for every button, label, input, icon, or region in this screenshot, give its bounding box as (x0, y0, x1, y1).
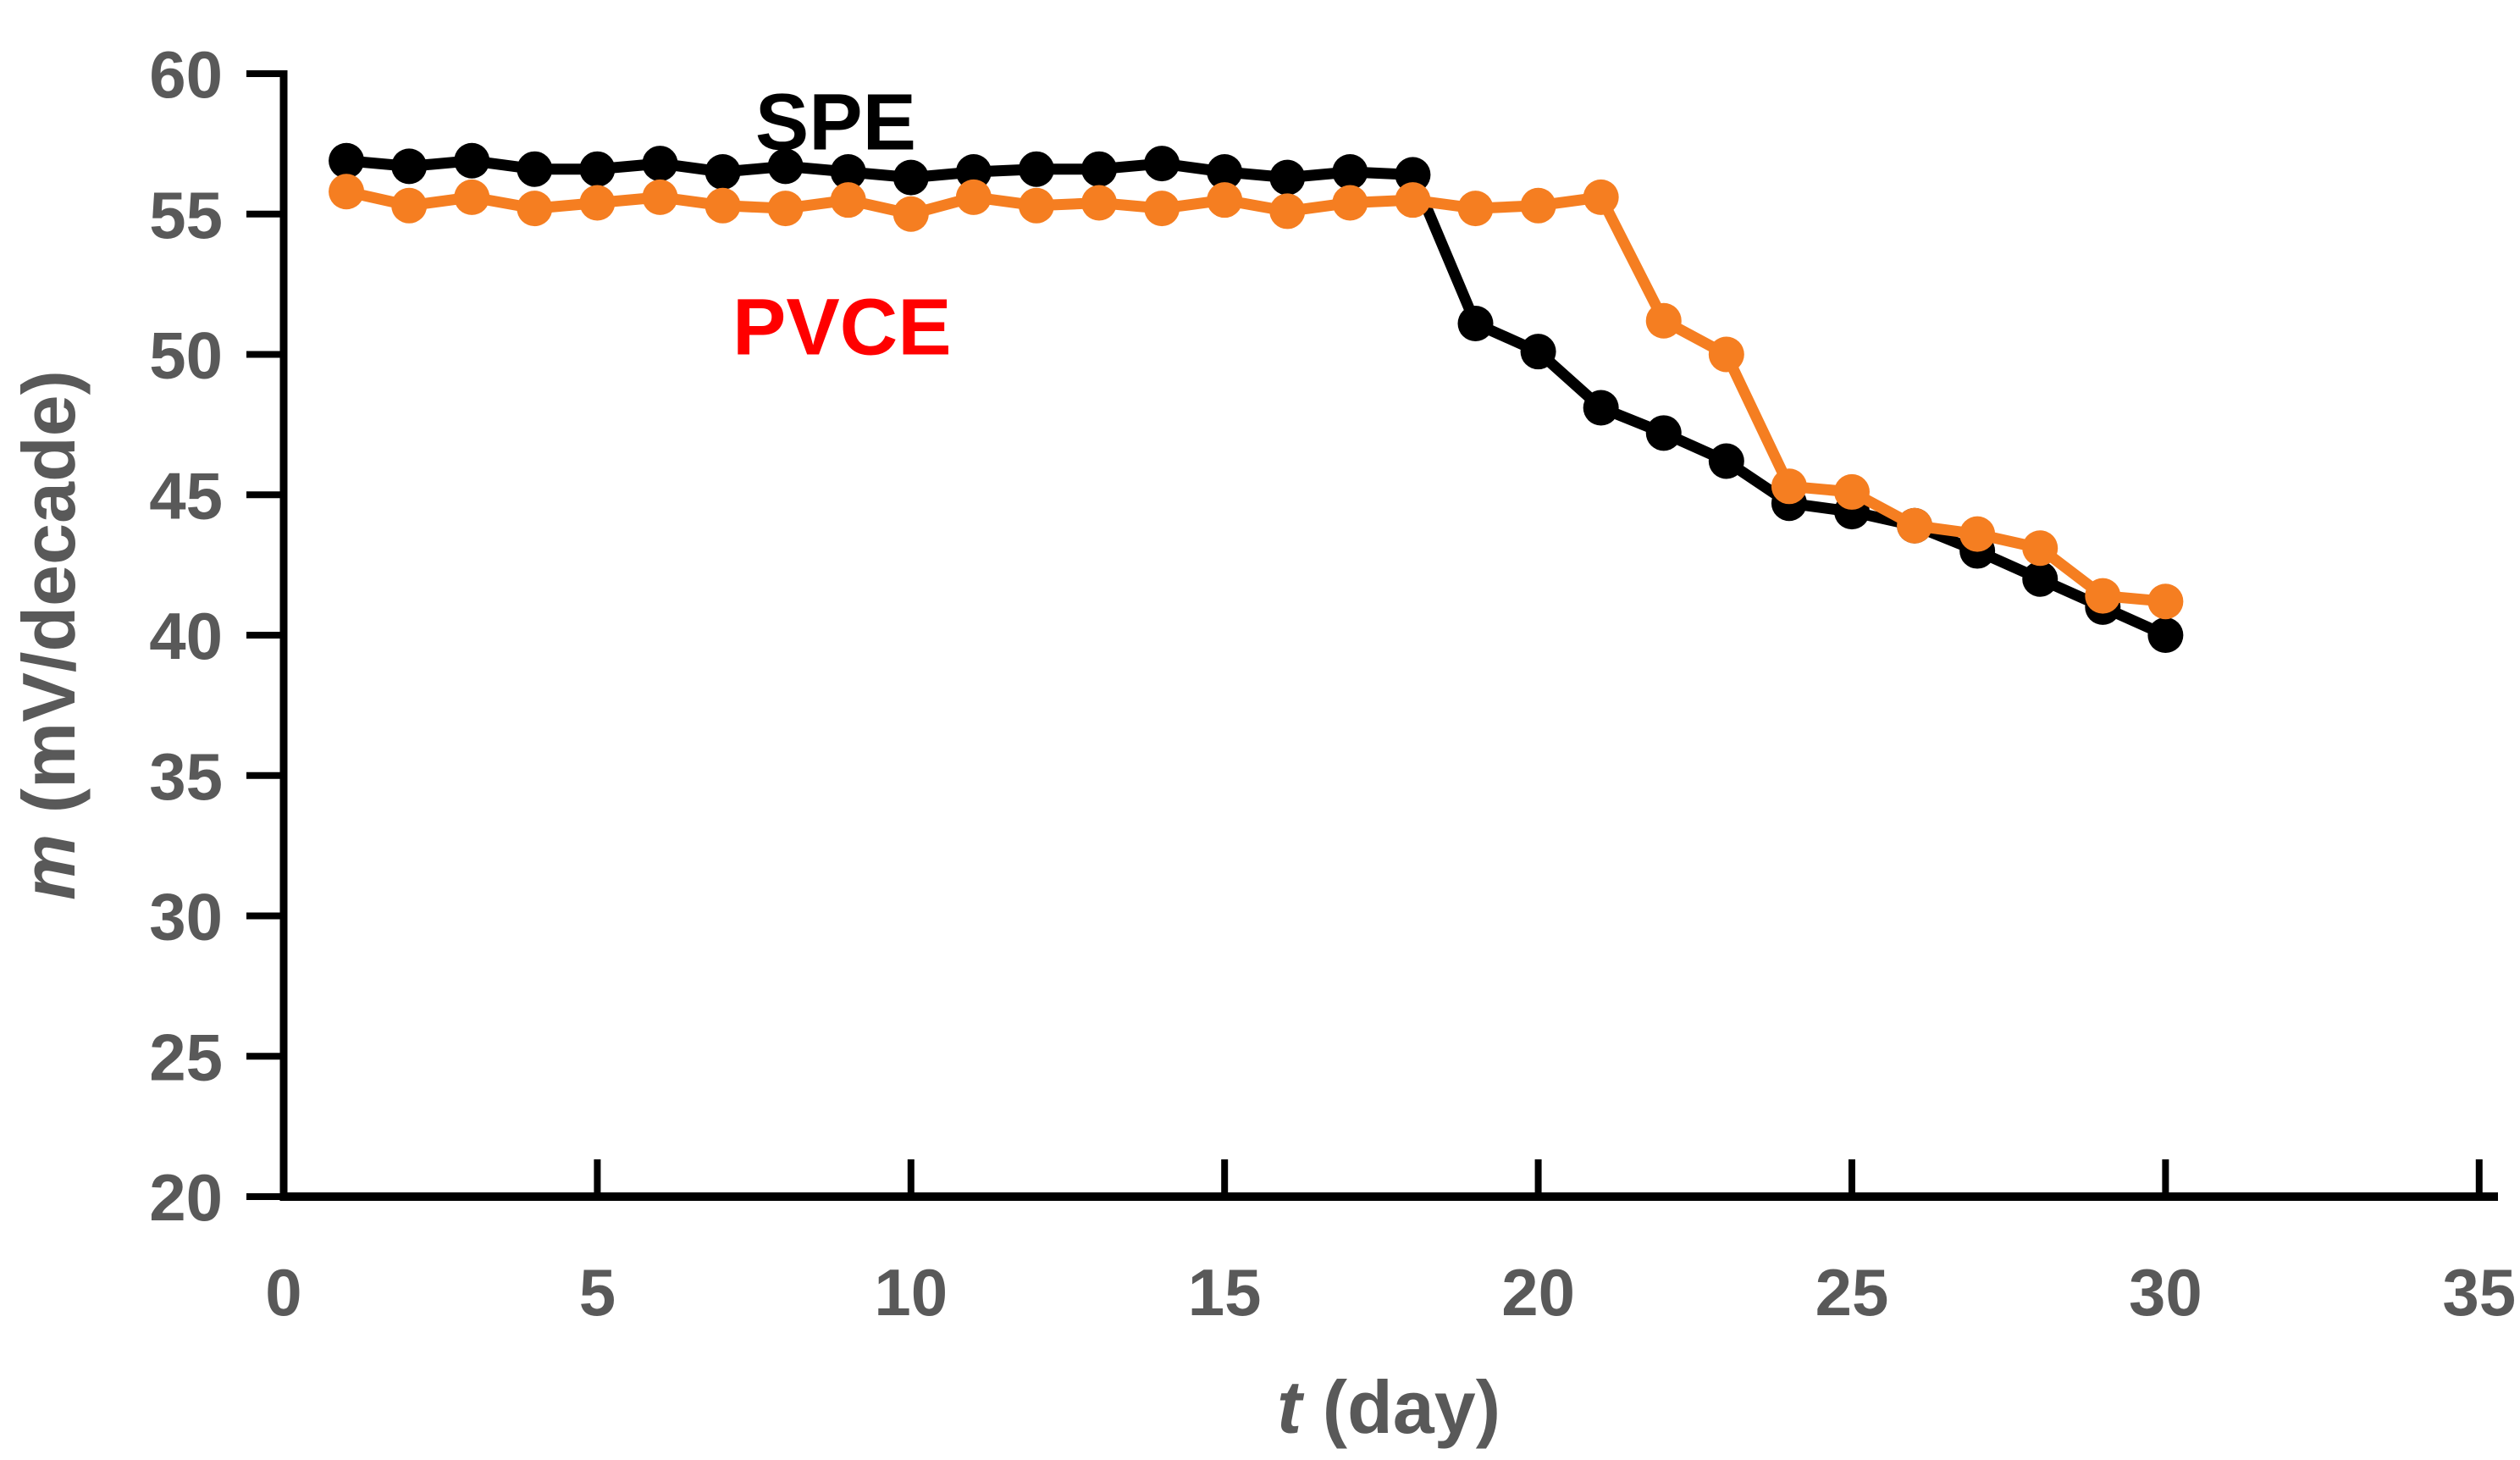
pvce-marker-day-15 (1207, 182, 1243, 218)
spe-marker-day-12 (1018, 151, 1054, 187)
pvce-marker-day-14 (1144, 191, 1180, 227)
x-axis-ticks: 0 5 10 15 20 25 30 35 (265, 1159, 2516, 1330)
x-tick-label-25: 25 (1815, 1255, 1889, 1330)
spe-marker-day-9 (830, 154, 866, 191)
pvce-marker-day-2 (391, 187, 428, 224)
pvce-line (340, 185, 2171, 607)
x-tick-label-35: 35 (2442, 1255, 2516, 1330)
pvce-marker-day-27 (1959, 516, 1996, 552)
pvce-marker-day-16 (1269, 193, 1306, 230)
pvce-marker-day-8 (767, 191, 804, 227)
spe-marker-day-4 (517, 151, 553, 187)
spe-marker-day-14 (1144, 146, 1180, 182)
pvce-marker-day-26 (1897, 507, 1933, 544)
x-tick-label-30: 30 (2129, 1255, 2202, 1330)
y-tick-label-20: 20 (149, 1160, 223, 1235)
spe-line (340, 155, 2171, 641)
y-tick-label-25: 25 (149, 1020, 223, 1094)
y-tick-label-40: 40 (149, 599, 223, 673)
spe-marker-day-15 (1207, 154, 1243, 191)
pvce-marker-day-22 (1645, 302, 1682, 339)
spe-marker-day-6 (642, 146, 678, 182)
pvce-marker-day-5 (579, 185, 616, 221)
spe-marker-day-16 (1269, 159, 1306, 196)
x-tick-label-5: 5 (579, 1255, 616, 1330)
y-axis-ticks: 20 25 30 35 40 45 50 55 60 (149, 37, 284, 1235)
pvce-marker-day-1 (329, 174, 365, 210)
pvce-marker-day-24 (1771, 468, 1807, 505)
y-tick-label-45: 45 (149, 458, 223, 533)
pvce-marker-day-28 (2022, 530, 2059, 567)
spe-marker-day-5 (579, 151, 616, 187)
x-tick-label-10: 10 (874, 1255, 948, 1330)
pvce-marker-day-23 (1708, 336, 1744, 373)
spe-marker-day-10 (892, 159, 929, 196)
y-axis-title-unit: (mV/decade) (7, 370, 91, 834)
y-tick-label-55: 55 (149, 178, 223, 252)
pvce-marker-day-7 (705, 187, 741, 224)
spe-marker-day-3 (454, 142, 490, 179)
pvce-marker-day-29 (2085, 578, 2121, 614)
data-series (329, 142, 2184, 653)
spe-marker-day-30 (2147, 617, 2184, 653)
pvce-marker-day-11 (955, 179, 992, 215)
pvce-marker-day-17 (1332, 185, 1368, 221)
x-axis-title-unit: (day) (1301, 1365, 1500, 1449)
pvce-series-label: PVCE (732, 282, 952, 372)
pvce-marker-day-20 (1520, 187, 1556, 224)
spe-marker-day-28 (2022, 561, 2059, 597)
spe-marker-day-17 (1332, 154, 1368, 191)
x-axis-title-variable: t (1277, 1365, 1305, 1449)
series-annotations: SPE PVCE (732, 77, 952, 372)
pvce-marker-day-4 (517, 191, 553, 227)
spe-marker-day-22 (1645, 415, 1682, 451)
x-tick-label-0: 0 (265, 1255, 301, 1330)
spe-marker-day-13 (1081, 151, 1118, 187)
pvce-marker-day-18 (1395, 182, 1431, 218)
y-tick-label-30: 30 (149, 880, 223, 954)
spe-marker-day-19 (1457, 306, 1494, 342)
spe-marker-day-18 (1395, 157, 1431, 193)
pvce-marker-day-12 (1018, 187, 1054, 224)
spe-marker-day-21 (1583, 390, 1619, 426)
spe-marker-day-7 (705, 154, 741, 191)
spe-series-label: SPE (755, 77, 916, 167)
pvce-marker-day-9 (830, 182, 866, 218)
pvce-marker-day-30 (2147, 583, 2184, 620)
pvce-marker-day-3 (454, 179, 490, 215)
spe-marker-day-1 (329, 142, 365, 179)
spe-marker-day-2 (391, 148, 428, 185)
pvce-marker-day-19 (1457, 191, 1494, 227)
y-tick-label-35: 35 (149, 739, 223, 814)
y-axis-title: m (mV/decade) (7, 370, 91, 900)
x-axis-title: t (day) (1277, 1365, 1500, 1449)
pvce-marker-day-10 (892, 196, 929, 232)
spe-marker-day-23 (1708, 443, 1744, 479)
x-tick-label-20: 20 (1501, 1255, 1575, 1330)
spe-marker-day-11 (955, 154, 992, 191)
y-tick-label-60: 60 (149, 37, 223, 112)
x-tick-label-15: 15 (1188, 1255, 1262, 1330)
pvce-marker-day-25 (1833, 473, 1870, 510)
spe-marker-day-20 (1520, 334, 1556, 370)
pvce-marker-day-6 (642, 179, 678, 215)
y-axis-title-variable: m (7, 834, 91, 900)
spe-marker-day-8 (767, 148, 804, 185)
y-tick-label-50: 50 (149, 318, 223, 393)
pvce-marker-day-21 (1583, 179, 1619, 215)
pvce-marker-day-13 (1081, 185, 1118, 221)
